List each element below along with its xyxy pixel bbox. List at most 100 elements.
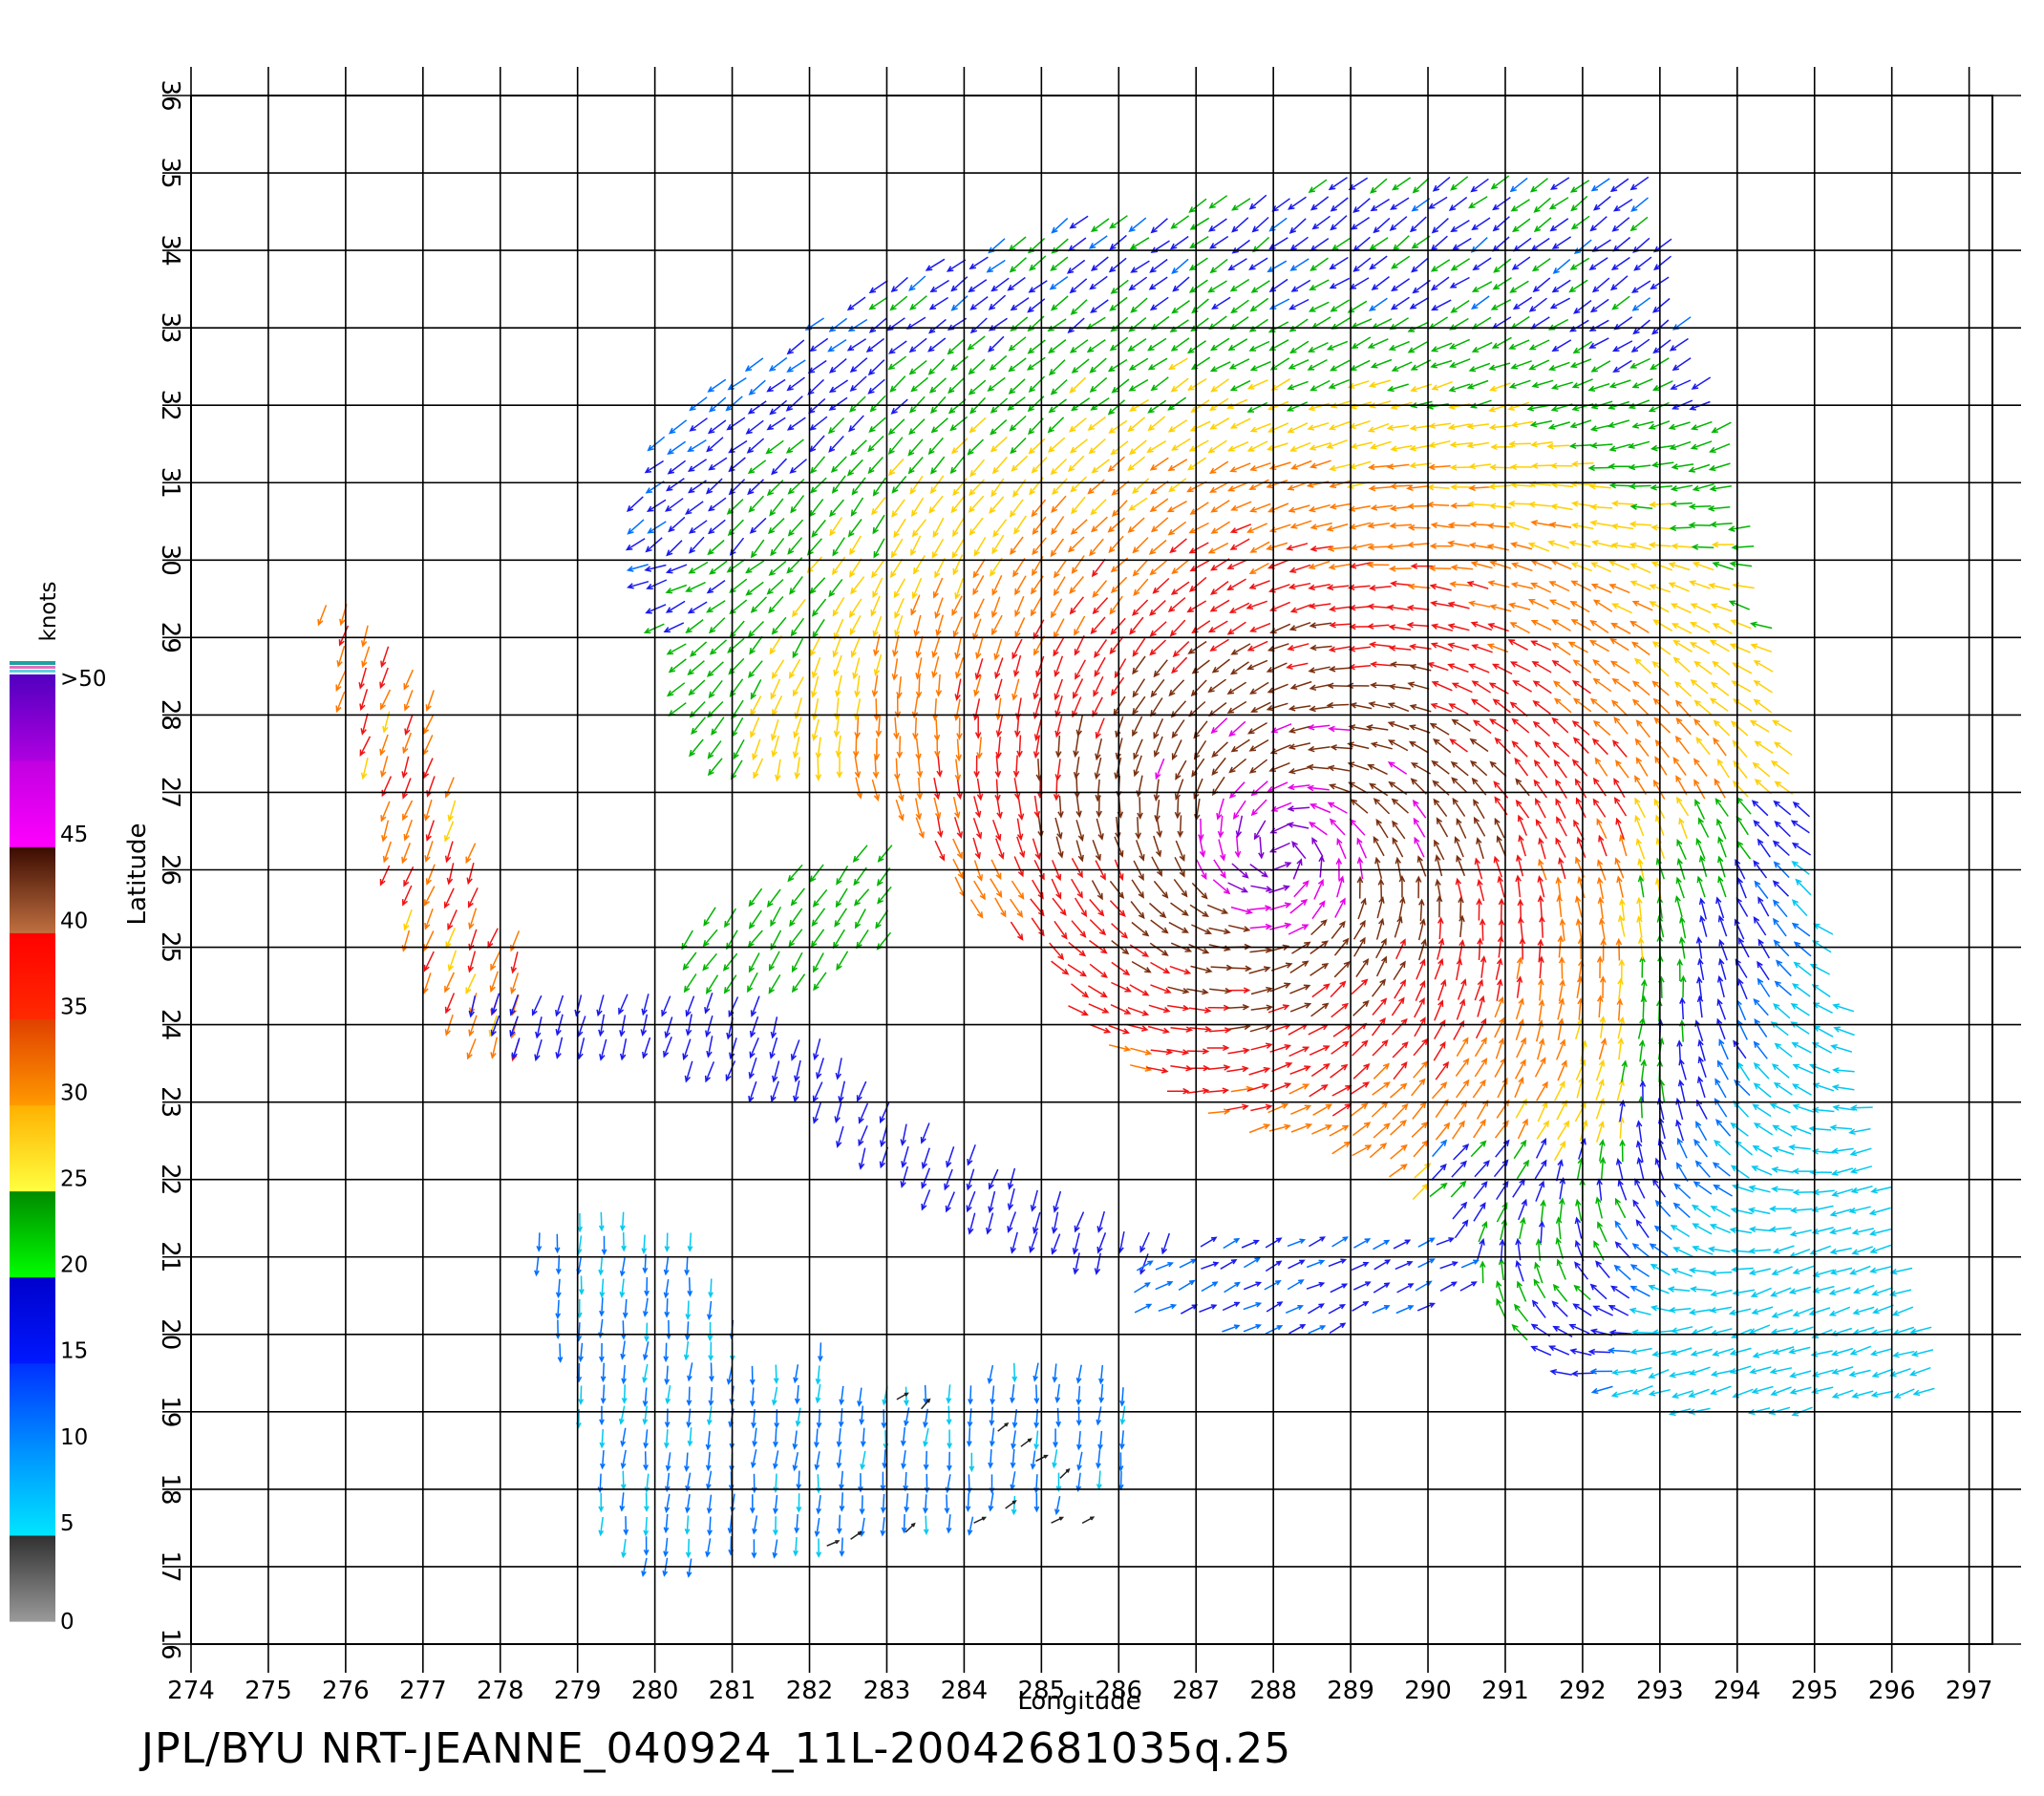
wind-vector	[787, 537, 803, 555]
wind-vector	[973, 537, 987, 557]
wind-vector	[1271, 1061, 1293, 1073]
wind-vector	[828, 396, 848, 411]
wind-vector	[1568, 540, 1591, 548]
wind-vector	[1892, 1350, 1915, 1358]
wind-vector	[1753, 1082, 1772, 1099]
wind-vector	[1367, 603, 1390, 610]
wind-vector	[663, 1278, 670, 1299]
wind-vector	[1088, 235, 1108, 249]
wind-vector	[667, 440, 687, 455]
wind-vector	[1244, 1257, 1262, 1269]
wind-vector	[1517, 1118, 1528, 1140]
wind-vector	[850, 439, 867, 457]
wind-vector	[1326, 523, 1349, 532]
wind-vector	[1014, 617, 1026, 639]
wind-vector	[1608, 583, 1630, 594]
wind-vector	[599, 1342, 605, 1363]
wind-vector	[1474, 1058, 1488, 1078]
wind-vector	[1347, 741, 1370, 750]
wind-vector	[686, 1558, 692, 1578]
wind-vector	[1772, 880, 1790, 897]
wind-vector	[1091, 516, 1108, 533]
wind-vector	[1231, 217, 1249, 233]
wind-vector	[1596, 818, 1608, 840]
wind-vector	[1246, 659, 1268, 671]
wind-vector	[664, 1232, 671, 1252]
wind-vector	[1688, 522, 1712, 528]
wind-vector	[1669, 1371, 1692, 1379]
wind-vector	[1110, 279, 1129, 294]
wind-vector	[1449, 358, 1471, 368]
wind-vector	[1150, 517, 1169, 533]
wind-vector	[1791, 922, 1811, 937]
wind-vector	[1548, 581, 1570, 592]
wind-vector	[1387, 383, 1409, 393]
wind-vector	[1398, 896, 1406, 919]
wind-vector	[974, 716, 982, 739]
wind-vector	[1132, 559, 1149, 577]
wind-vector	[1051, 1211, 1059, 1235]
wind-vector	[1375, 937, 1387, 959]
wind-vector	[685, 1300, 692, 1320]
wind-vector	[1680, 974, 1687, 998]
wind-vector	[812, 888, 828, 908]
wind-vector	[923, 1515, 929, 1536]
wind-vector	[890, 398, 908, 415]
wind-vector	[664, 1429, 670, 1449]
wind-vector	[1248, 1123, 1271, 1134]
wind-vector	[1430, 259, 1451, 272]
wind-vector	[815, 1365, 821, 1385]
wind-vector	[1774, 1042, 1793, 1058]
wind-vector	[1032, 537, 1047, 556]
wind-vector	[745, 581, 764, 596]
wind-vector	[664, 1472, 671, 1493]
wind-vector	[1575, 918, 1583, 941]
wind-vector	[466, 1038, 477, 1060]
wind-vector	[792, 637, 804, 659]
wind-vector	[1428, 439, 1451, 448]
wind-vector	[1447, 540, 1470, 547]
colorbar-segment	[10, 1534, 55, 1622]
wind-vector	[989, 354, 1008, 372]
wind-vector	[1697, 957, 1705, 981]
wind-vector	[950, 495, 966, 514]
y-tick-label: 20	[156, 1318, 184, 1350]
wind-vector	[1373, 835, 1385, 857]
wind-vector	[1351, 336, 1372, 350]
wind-vector	[908, 337, 927, 353]
wind-vector	[1094, 638, 1108, 659]
wind-vector	[1048, 339, 1067, 354]
wind-vector	[1831, 1366, 1854, 1375]
wind-vector	[896, 1392, 909, 1400]
wind-vector	[1249, 622, 1271, 632]
wind-vector	[1229, 417, 1251, 429]
wind-vector	[1555, 1159, 1564, 1182]
wind-vector	[1208, 460, 1229, 475]
wind-vector	[1395, 856, 1402, 880]
wind-vector	[1431, 299, 1452, 311]
wind-vector	[1870, 1348, 1893, 1357]
wind-vector	[1235, 815, 1244, 838]
wind-vector	[1527, 542, 1550, 552]
wind-vector	[1288, 1259, 1306, 1270]
wind-vector	[1091, 558, 1106, 578]
wind-vector	[835, 674, 842, 698]
wind-vector	[1406, 622, 1430, 629]
wind-vector	[1532, 277, 1551, 293]
wind-vector	[910, 535, 922, 557]
wind-vector	[359, 689, 369, 712]
wind-vector	[750, 716, 760, 738]
wind-vector	[1556, 1099, 1567, 1121]
wind-vector	[1638, 1038, 1646, 1062]
wind-vector	[1241, 1239, 1260, 1249]
wind-vector	[1408, 724, 1431, 734]
wind-vector	[810, 456, 826, 475]
wind-vector	[1068, 1005, 1089, 1016]
wind-vector	[1697, 817, 1710, 838]
wind-vector	[401, 843, 412, 865]
wind-vector	[1167, 521, 1187, 536]
wind-vector	[1690, 603, 1712, 614]
wind-vector	[1868, 1228, 1892, 1236]
wind-vector	[954, 678, 962, 701]
wind-vector	[1285, 1304, 1304, 1314]
